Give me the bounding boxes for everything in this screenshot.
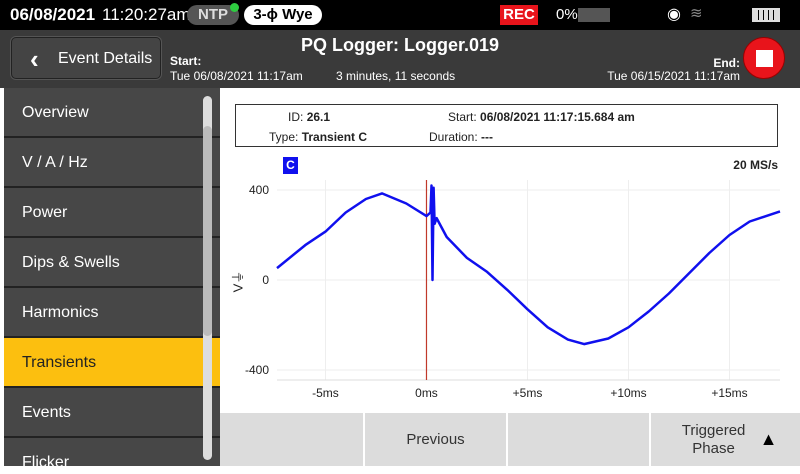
sidebar-item-v-a-hz[interactable]: V / A / Hz bbox=[4, 138, 220, 188]
page-title: PQ Logger: Logger.019 bbox=[300, 35, 500, 55]
event-type: Transient C bbox=[301, 130, 368, 144]
x-tick-label: +10ms bbox=[610, 386, 646, 400]
footer-button-3[interactable] bbox=[508, 413, 649, 466]
triggered-phase-label: Triggered Phase bbox=[681, 421, 746, 457]
start-value: Tue 06/08/2021 11:17am bbox=[170, 69, 303, 83]
end-value: Tue 06/15/2021 11:17am bbox=[607, 69, 740, 83]
x-tick-label: +5ms bbox=[513, 386, 543, 400]
stop-button[interactable] bbox=[743, 37, 785, 79]
type-label: Type: bbox=[269, 130, 299, 144]
header: ‹ Event Details PQ Logger: Logger.019 St… bbox=[0, 30, 800, 88]
event-id: 26.1 bbox=[306, 110, 331, 124]
back-button[interactable]: ‹ Event Details bbox=[11, 37, 161, 79]
sample-rate: 20 MS/s bbox=[733, 158, 778, 172]
x-tick-label: -5ms bbox=[312, 386, 339, 400]
waveform-series bbox=[276, 184, 781, 346]
signal-icon: ◉ bbox=[667, 6, 681, 23]
previous-button[interactable]: Previous bbox=[365, 413, 506, 466]
x-tick-label: 0ms bbox=[415, 386, 438, 400]
wifi-icon: ≋ bbox=[690, 5, 703, 22]
scrollbar-thumb[interactable] bbox=[203, 126, 212, 336]
main-panel bbox=[220, 88, 800, 466]
wiring-badge: 3-ϕ Wye bbox=[244, 5, 322, 25]
footer-button-1[interactable] bbox=[220, 413, 363, 466]
start-label: Start: bbox=[170, 54, 202, 68]
duration-label: Duration: bbox=[429, 130, 478, 144]
logger-duration: 3 minutes, 11 seconds bbox=[336, 69, 456, 83]
status-time: 11:20:27am bbox=[102, 5, 191, 24]
channel-badge: C bbox=[283, 157, 298, 174]
sidebar-item-flicker[interactable]: Flicker bbox=[4, 438, 220, 466]
event-start: 06/08/2021 11:17:15.684 am bbox=[480, 110, 635, 124]
event-info-box: ID: 26.1 Type: Transient C Start: 06/08/… bbox=[235, 104, 778, 147]
stop-icon bbox=[756, 50, 773, 67]
sidebar-item-harmonics[interactable]: Harmonics bbox=[4, 288, 220, 338]
chevron-left-icon: ‹ bbox=[30, 44, 39, 74]
y-tick-label: -400 bbox=[245, 363, 269, 377]
memory-percent: 0% bbox=[556, 6, 578, 23]
sidebar-item-power[interactable]: Power bbox=[4, 188, 220, 238]
triggered-phase-button[interactable]: Triggered Phase ▲ bbox=[651, 413, 800, 466]
event-start-label: Start: bbox=[448, 110, 477, 124]
id-label: ID: bbox=[288, 110, 304, 124]
triangle-up-icon: ▲ bbox=[759, 429, 778, 449]
rec-indicator: REC bbox=[500, 5, 538, 25]
sidebar-item-transients[interactable]: Transients bbox=[4, 338, 220, 388]
y-tick-label: 400 bbox=[249, 183, 269, 197]
sidebar-scrollbar[interactable] bbox=[203, 96, 212, 460]
sidebar-item-dips-swells[interactable]: Dips & Swells bbox=[4, 238, 220, 288]
event-duration: --- bbox=[481, 130, 494, 144]
x-tick-label: +15ms bbox=[711, 386, 747, 400]
status-bar: 06/08/2021 11:20:27am NTP 3-ϕ Wye REC 0%… bbox=[0, 0, 800, 30]
ntp-badge: NTP bbox=[187, 5, 239, 25]
y-tick-label: 0 bbox=[262, 273, 269, 287]
ntp-check-icon bbox=[230, 3, 239, 12]
sidebar-item-overview[interactable]: Overview bbox=[4, 88, 220, 138]
battery-icon bbox=[752, 8, 780, 22]
status-date: 06/08/2021 bbox=[10, 5, 96, 24]
back-label: Event Details bbox=[58, 50, 153, 67]
sidebar-item-events[interactable]: Events bbox=[4, 388, 220, 438]
sidebar: Overview V / A / Hz Power Dips & Swells … bbox=[4, 88, 220, 466]
end-label: End: bbox=[713, 56, 740, 70]
memory-bar bbox=[578, 8, 610, 22]
